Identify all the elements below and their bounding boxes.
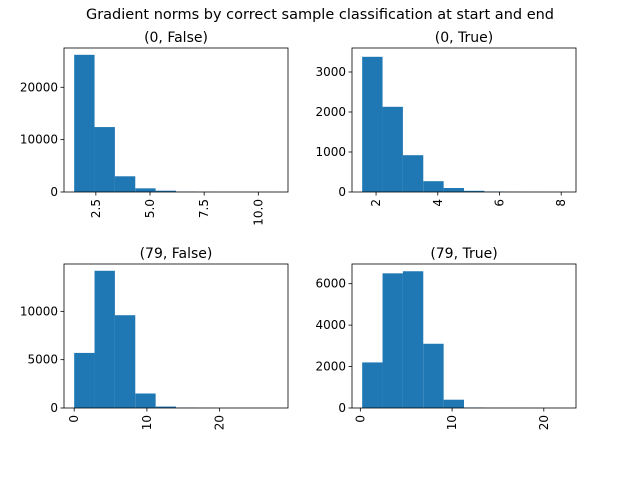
x-tick-label: 0	[353, 415, 367, 423]
y-tick-label: 0	[338, 185, 346, 199]
hist-bar	[382, 273, 403, 408]
x-tick-label: 7.5	[197, 199, 211, 218]
axes-frame	[63, 263, 289, 409]
figure-suptitle: Gradient norms by correct sample classif…	[85, 7, 555, 23]
y-tick-label: 0	[338, 401, 346, 415]
x-tick-label: 10.0	[251, 199, 265, 226]
panel-title: (79, True)	[430, 246, 497, 262]
hist-bar	[155, 406, 176, 408]
x-tick-label: 2.5	[89, 199, 103, 218]
axes-frame	[351, 47, 577, 193]
y-tick-label: 5000	[27, 353, 58, 367]
hist-bar	[423, 343, 444, 408]
x-tick-label: 6	[492, 199, 506, 207]
x-tick-label: 5.0	[143, 199, 157, 218]
hist-bar	[423, 181, 444, 192]
y-tick-label: 2000	[315, 360, 346, 374]
hist-bar	[402, 271, 424, 408]
x-tick-label: 10	[140, 415, 154, 430]
y-tick-label: 4000	[315, 318, 346, 332]
x-tick-label: 0	[67, 415, 81, 423]
hist-bar	[402, 155, 424, 192]
y-tick-label: 20000	[20, 80, 58, 94]
panel-title: (0, False)	[144, 30, 208, 46]
hist-bar	[74, 54, 95, 192]
histogram-panel-0-true: (0, True) 0 1000 2000 3000 2 4 6 8	[315, 30, 577, 207]
hist-bar	[114, 315, 136, 408]
histogram-panel-79-true: (79, True) 0 2000 4000 6000 0 10 20	[315, 246, 577, 430]
x-tick-label: 20	[537, 415, 551, 430]
y-tick-label: 6000	[315, 277, 346, 291]
histogram-panel-79-false: (79, False) 0 5000 10000 0 10 20	[20, 246, 289, 430]
hist-bar	[135, 393, 156, 408]
x-tick-label: 10	[445, 415, 459, 430]
hist-bar	[443, 188, 464, 192]
x-tick-label: 20	[213, 415, 227, 430]
y-tick-label: 3000	[315, 65, 346, 79]
y-tick-label: 10000	[20, 304, 58, 318]
x-tick-label: 8	[554, 199, 568, 207]
hist-bar	[114, 176, 136, 192]
hist-bar	[362, 362, 383, 408]
y-tick-label: 0	[50, 185, 58, 199]
hist-bar	[443, 399, 464, 408]
panel-title: (79, False)	[140, 246, 213, 262]
x-tick-label: 2	[369, 199, 383, 207]
hist-bar	[464, 190, 485, 192]
y-tick-label: 10000	[20, 133, 58, 147]
hist-bar	[94, 270, 115, 408]
hist-bar	[362, 56, 383, 192]
hist-bar	[155, 190, 176, 192]
hist-bar	[135, 188, 156, 192]
x-tick-label: 4	[431, 199, 445, 207]
hist-bar	[94, 127, 115, 192]
axes-frame	[63, 47, 289, 193]
histogram-panel-0-false: (0, False) 0 10000 20000 2.5 5.0 7.5 10.0	[20, 30, 289, 226]
panel-title: (0, True)	[435, 30, 493, 46]
hist-bar	[382, 106, 403, 192]
y-tick-label: 2000	[315, 105, 346, 119]
axes-frame	[351, 263, 577, 409]
y-tick-label: 1000	[315, 145, 346, 159]
hist-bar	[74, 352, 95, 408]
y-tick-label: 0	[50, 401, 58, 415]
